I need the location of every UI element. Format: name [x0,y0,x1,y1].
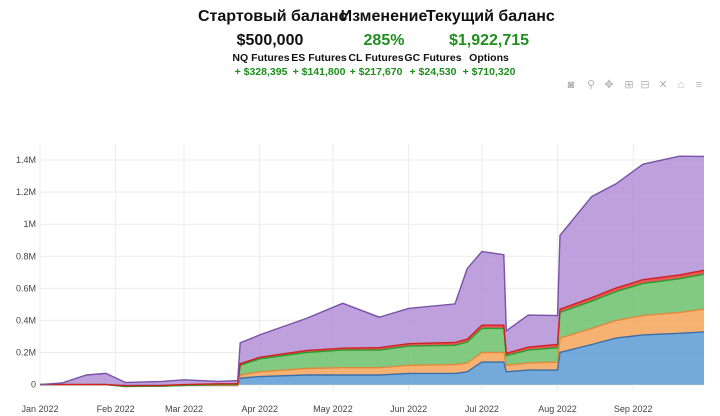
y-tick-label: 0.2M [16,348,36,358]
x-tick-label: Apr 2022 [241,404,278,414]
product-cl: CL Futures + $217,670 [345,52,407,78]
series-area-es [40,309,704,387]
product-name: CL Futures [348,52,404,64]
series-area-options [40,156,704,386]
zoom-out-icon[interactable]: ⊟ [640,79,650,91]
product-gc: GC Futures + $24,530 [402,52,464,78]
x-tick-label: May 2022 [313,404,353,414]
camera-icon[interactable]: ◙ [567,79,575,91]
pan-icon[interactable]: ✥ [604,79,614,91]
y-tick-label: 0.6M [16,283,36,293]
y-tick-label: 0 [31,380,36,390]
product-name: Options [469,52,509,64]
zoom-in-icon[interactable]: ⊞ [624,79,634,91]
series-line-gc [40,269,705,387]
y-tick-label: 0.4M [16,315,36,325]
zoom-icon[interactable]: ⚲ [586,79,596,91]
y-tick-label: 0.8M [16,251,36,261]
product-options: Options + $710,320 [458,52,520,78]
series-line-options [39,155,705,386]
product-es: ES Futures + $141,800 [288,52,350,78]
series-area-cl [40,274,704,387]
change-label: Изменение [340,8,428,25]
x-tick-label: Aug 2022 [538,404,577,414]
autoscale-icon[interactable]: ✕ [658,79,668,91]
product-value: + $141,800 [292,66,346,78]
change-value: 285% [363,32,405,49]
y-tick-label: 1.2M [16,187,36,197]
y-tick-label: 1.4M [16,155,36,165]
product-name: ES Futures [291,52,347,64]
current-balance-value: $1,922,715 [448,32,530,49]
current-balance-block: Текущий баланс $1,922,715 [426,8,555,50]
x-tick-label: Jan 2022 [21,404,58,414]
product-nq: NQ Futures + $328,395 [230,52,292,78]
current-balance-label: Текущий баланс [426,8,555,25]
y-tick-label: 1M [23,219,36,229]
start-balance-value: $500,000 [236,32,304,49]
x-tick-label: Sep 2022 [614,404,653,414]
product-name: NQ Futures [232,52,290,64]
series-area-nq [40,331,704,387]
change-block: Изменение 285% [340,8,428,50]
x-tick-label: Mar 2022 [165,404,203,414]
product-value: + $328,395 [234,66,288,78]
start-balance-label: Стартовый баланс [198,8,348,25]
chart-toolbar: ◙ ⚲ ✥ ⊞ ⊟ ✕ ⌂ ≡ [562,78,714,94]
product-name: GC Futures [404,52,462,64]
product-value: + $710,320 [462,66,516,78]
x-tick-label: Jul 2022 [465,404,499,414]
series-line-cl [40,273,705,388]
reset-axes-icon[interactable]: ⌂ [677,79,685,91]
x-tick-label: Jun 2022 [390,404,427,414]
spike-lines-icon[interactable]: ≡ [695,79,703,91]
product-value: + $24,530 [409,66,457,78]
start-balance-block: Стартовый баланс $500,000 [198,8,348,50]
x-tick-label: Feb 2022 [97,404,135,414]
product-value: + $217,670 [349,66,403,78]
